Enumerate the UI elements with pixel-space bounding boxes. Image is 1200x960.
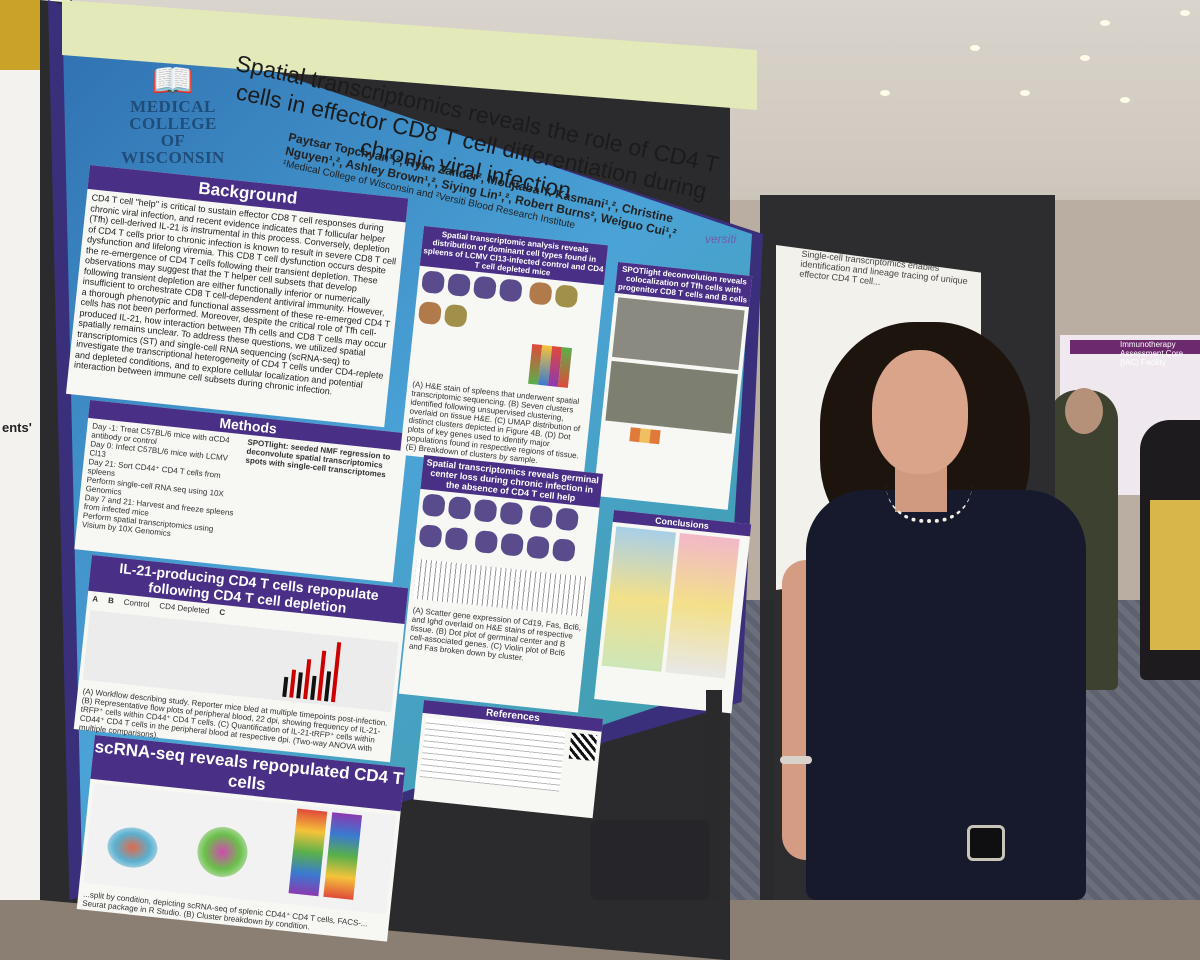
diagram-panel <box>601 526 676 672</box>
tissue-stain <box>552 538 577 563</box>
background-attendee-pants <box>1150 500 1200 650</box>
board-stand-leg <box>760 600 774 900</box>
tissue-stain <box>498 278 523 303</box>
cluster-bar <box>288 808 328 897</box>
left-poster-text: ents' <box>2 420 32 435</box>
background-attendee-head <box>1065 388 1103 434</box>
bracelet <box>780 756 812 764</box>
ceiling-light <box>1100 20 1110 26</box>
tissue-stain <box>526 535 551 560</box>
ceiling-light <box>1180 10 1190 16</box>
book-icon: 📖 <box>151 62 195 100</box>
tissue-stain <box>555 507 580 532</box>
tissue-stain <box>499 501 524 526</box>
panel-label: A <box>91 594 99 604</box>
ceiling-light <box>880 90 890 96</box>
methods-steps: Day -1: Treat C57BL/6 mice with αCD4 ant… <box>81 421 241 544</box>
ceiling-light <box>1120 97 1130 103</box>
depleted-label: CD4 Depleted <box>158 601 210 616</box>
tissue-stain <box>446 272 472 298</box>
tissue-stain <box>554 284 579 309</box>
spotlight-map <box>605 360 738 434</box>
panel-label: B <box>107 595 115 606</box>
references-section: References <box>413 700 604 819</box>
background-attendee-legs <box>590 820 710 900</box>
tissue-stain <box>529 504 554 529</box>
left-poster-stripe <box>0 0 40 70</box>
diagram-panel <box>665 533 740 679</box>
spotlight-map <box>612 297 745 371</box>
cluster-bar <box>323 812 363 900</box>
presenter-face <box>872 350 968 474</box>
control-label: Control <box>123 597 150 610</box>
tissue-stain <box>444 526 469 551</box>
tissue-stain <box>443 303 468 328</box>
spotlight-heading: SPOTlight: seeded NMF regression to deco… <box>245 437 391 480</box>
institution-logo: 📖 MEDICAL COLLEGE OF WISCONSIN <box>118 64 228 166</box>
conclusions-section: Conclusions <box>594 510 752 714</box>
background-poster-header <box>1070 340 1200 354</box>
tissue-stain <box>421 493 446 518</box>
pearl-necklace <box>886 485 972 523</box>
umap-cluster <box>105 825 160 871</box>
tissue-stain <box>447 495 472 521</box>
spatial-analysis-section: Spatial transcriptomic analysis reveals … <box>399 226 608 475</box>
tissue-stain <box>500 532 525 557</box>
board-stand-leg <box>706 690 722 900</box>
germinal-center-section: Spatial transcriptomics reveals germinal… <box>398 455 604 713</box>
ceiling-light <box>1020 90 1030 96</box>
background-section: Background CD4 T cell "help" is critical… <box>65 165 409 428</box>
conclusions-diagram <box>597 522 750 684</box>
presenter-dress <box>806 490 1086 900</box>
umap-cluster <box>194 824 250 880</box>
spotlight-section: SPOTlight deconvolution reveals colocali… <box>593 262 753 510</box>
ceiling-light <box>1080 55 1090 61</box>
qr-code-icon <box>568 732 598 762</box>
panel-label: C <box>218 607 226 618</box>
institution-name: MEDICAL COLLEGE OF WISCONSIN <box>121 97 225 167</box>
ceiling-light <box>970 45 980 51</box>
tissue-stain <box>473 498 498 523</box>
tissue-stain <box>418 524 443 549</box>
scrna-section: scRNA-seq reveals repopulated CD4 T cell… <box>76 735 406 942</box>
tissue-stain <box>474 529 499 555</box>
tissue-stain <box>421 270 446 295</box>
tissue-stain <box>528 281 554 306</box>
tissue-stain <box>417 301 443 326</box>
background-poster-title: Immunotherapy Assessment Core (IAC) Faci… <box>1120 340 1184 367</box>
sponsor-logo: versiti <box>705 232 737 246</box>
il21-section: IL-21-producing CD4 T cells repopulate f… <box>73 555 409 763</box>
smartwatch <box>967 825 1005 861</box>
reference-list <box>419 717 566 792</box>
tissue-stain <box>472 275 497 300</box>
background-text: CD4 T cell "help" is critical to sustain… <box>73 192 397 397</box>
